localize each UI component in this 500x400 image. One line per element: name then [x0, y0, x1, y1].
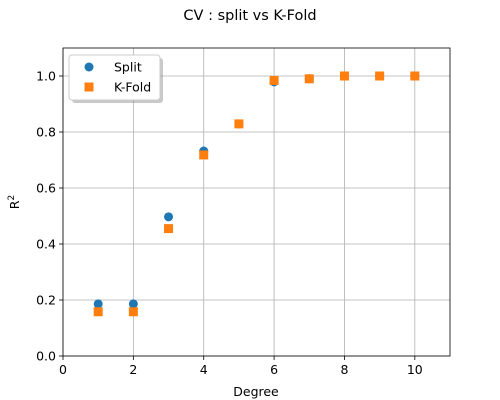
k-fold-point: [199, 150, 209, 160]
y-tick-label: 1.0: [36, 69, 56, 84]
x-axis-label: Degree: [233, 384, 279, 399]
split-point: [93, 299, 103, 309]
x-tick-label: 10: [407, 362, 423, 377]
data-points: [93, 71, 420, 317]
plot-frame: [62, 47, 451, 357]
x-tick-label: 2: [129, 362, 137, 377]
k-fold-point: [339, 71, 349, 81]
legend-label-k-fold: K-Fold: [114, 80, 151, 95]
y-tick-label: 0.6: [36, 181, 56, 196]
legend-marker-k-fold: [84, 82, 94, 92]
legend: Split K-Fold: [68, 54, 163, 103]
y-tick-label: 0.0: [36, 349, 56, 364]
y-tick-label: 0.2: [36, 293, 56, 308]
legend-marker-split: [84, 62, 94, 72]
grid: [62, 48, 450, 357]
split-point: [164, 212, 174, 222]
x-tick-label: 8: [340, 362, 348, 377]
y-axis-label: R2: [7, 195, 22, 209]
legend-label-split: Split: [114, 60, 142, 75]
k-fold-point: [410, 71, 420, 81]
y-tick-label: 0.8: [36, 125, 56, 140]
k-fold-point: [128, 307, 138, 317]
k-fold-point: [269, 75, 279, 85]
y-axis-label-superscript: 2: [7, 195, 17, 201]
chart-title: CV : split vs K-Fold: [183, 8, 316, 24]
ticks: 0 2 4 6 8 10 0.0 0.2 0.4 0.6 0.8 1.0: [36, 69, 423, 378]
x-tick-label: 6: [270, 362, 278, 377]
y-tick-label: 0.4: [36, 237, 56, 252]
k-fold-point: [304, 74, 314, 84]
split-point: [128, 299, 138, 309]
k-fold-point: [93, 307, 103, 317]
k-fold-point: [164, 224, 174, 234]
legend-items: Split K-Fold: [84, 60, 151, 95]
k-fold-point: [375, 71, 385, 81]
x-tick-label: 0: [59, 362, 67, 377]
series-k-fold: [93, 71, 420, 317]
y-axis-label-base: R: [7, 200, 22, 209]
x-tick-label: 4: [200, 362, 208, 377]
k-fold-point: [234, 119, 244, 129]
